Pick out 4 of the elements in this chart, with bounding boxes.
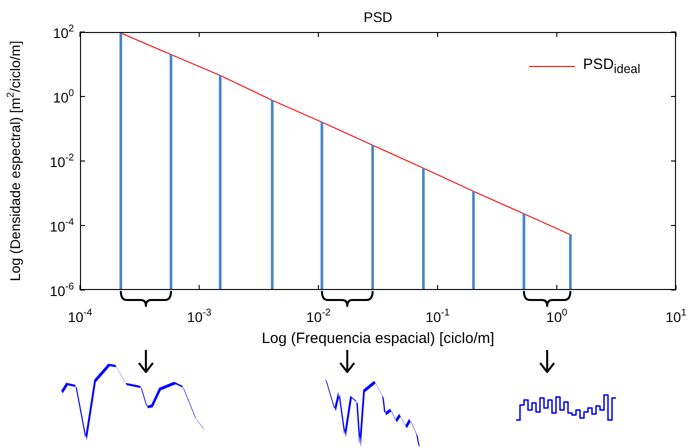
legend-label: PSD$_{ideal}$	[583, 56, 640, 76]
chart-title: PSD	[364, 9, 392, 25]
x-axis-title: Log (Frequencia espacial) [ciclo/m]	[262, 330, 494, 347]
y-axis-title: Log (Densidade espectral) [m2/ciclo/m]	[6, 40, 23, 282]
